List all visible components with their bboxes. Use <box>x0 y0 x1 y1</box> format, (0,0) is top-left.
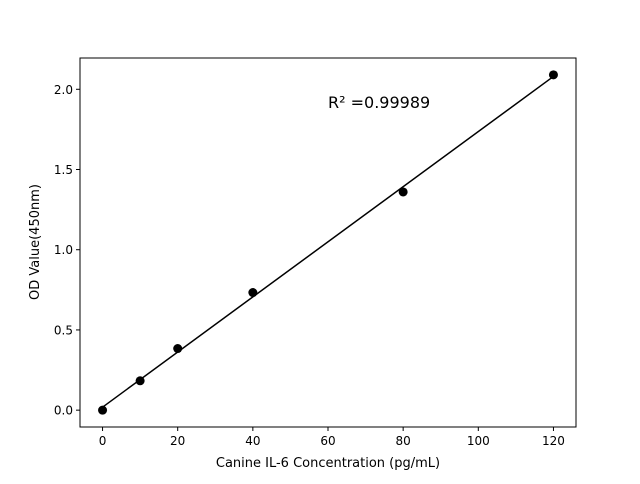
y-tick-label: 2.0 <box>54 83 73 97</box>
data-point <box>135 376 145 386</box>
y-tick-label: 0.5 <box>54 323 73 337</box>
y-tick-label: 0.0 <box>54 404 73 418</box>
y-tick-label: 1.0 <box>54 243 73 257</box>
x-tick-label: 60 <box>320 434 335 448</box>
annotation: R² =0.99989 <box>328 93 430 112</box>
x-tick-label: 80 <box>396 434 411 448</box>
x-tick-label: 100 <box>467 434 490 448</box>
data-point <box>548 70 558 80</box>
x-tick-label: 0 <box>99 434 107 448</box>
x-tick-label: 40 <box>245 434 260 448</box>
data-point <box>98 405 108 415</box>
y-tick-label: 1.5 <box>54 163 73 177</box>
data-point <box>173 344 183 354</box>
y-axis-label: OD Value(450nm) <box>28 184 43 300</box>
x-tick-label: 20 <box>170 434 185 448</box>
data-point <box>248 288 258 298</box>
x-tick-label: 120 <box>542 434 565 448</box>
x-axis-label: Canine IL-6 Concentration (pg/mL) <box>216 456 440 471</box>
data-point <box>398 187 408 197</box>
